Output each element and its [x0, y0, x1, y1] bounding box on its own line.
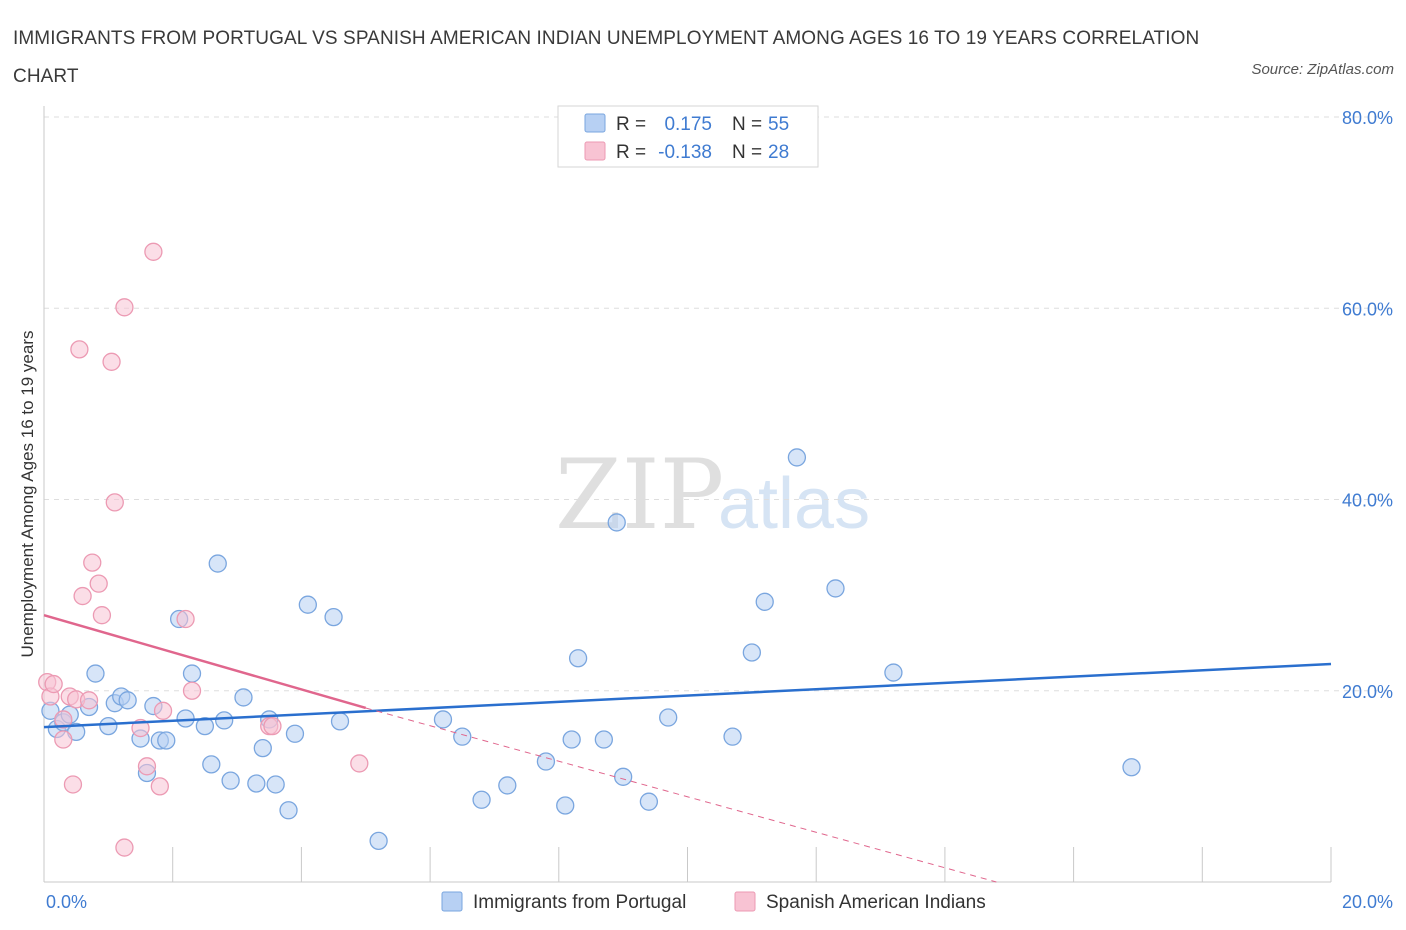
point-spanish-american-indian: [350, 754, 369, 773]
trend-line-portugal: [43, 662, 1332, 729]
point-spanish-american-indian: [73, 586, 92, 606]
point-portugal: [433, 710, 453, 729]
point-portugal: [279, 801, 298, 820]
trend-lines: [43, 614, 1332, 883]
bottom-legend-label-spanish: Spanish American Indians: [766, 892, 986, 913]
series-legend: Immigrants from Portugal Spanish America…: [441, 891, 986, 913]
point-spanish-american-indian: [153, 701, 173, 720]
y-axis-label: Unemployment Among Ages 16 to 19 years: [18, 331, 37, 658]
point-portugal: [285, 724, 305, 743]
x-tick-label-min: 0.0%: [46, 892, 87, 912]
point-portugal: [639, 792, 659, 811]
trend-line-spanish-american-indian: [43, 614, 367, 710]
series-spanish-american-indian-points: [38, 242, 369, 857]
point-portugal: [99, 716, 118, 736]
watermark-zip: ZIP: [555, 439, 724, 551]
point-spanish-american-indian: [92, 606, 112, 625]
point-spanish-american-indian: [54, 730, 73, 749]
x-tick-label-max: 20.0%: [1342, 892, 1393, 912]
point-portugal: [182, 664, 202, 683]
point-spanish-american-indian: [63, 775, 83, 794]
point-spanish-american-indian: [115, 838, 134, 857]
point-portugal: [369, 831, 388, 851]
point-portugal: [157, 731, 176, 750]
point-portugal: [215, 711, 234, 730]
point-spanish-american-indian: [144, 242, 163, 261]
point-portugal: [568, 649, 588, 668]
legend-n-label-1: N =: [732, 114, 762, 135]
point-portugal: [86, 664, 105, 683]
point-portugal: [247, 774, 266, 793]
point-portugal: [562, 730, 581, 749]
watermark-atlas: atlas: [718, 464, 870, 544]
point-portugal: [118, 691, 137, 710]
legend-r-label-2: R =: [616, 142, 646, 163]
point-portugal: [208, 554, 227, 573]
point-spanish-american-indian: [102, 352, 121, 371]
watermark: ZIP atlas: [555, 439, 870, 551]
y-tick-labels: 20.0% 40.0% 60.0% 80.0%: [1342, 108, 1393, 702]
legend-r-value-1: 0.175: [664, 114, 712, 135]
chart-title: IMMIGRANTS FROM PORTUGAL VS SPANISH AMER…: [13, 28, 1200, 87]
bottom-legend-label-portugal: Immigrants from Portugal: [473, 892, 686, 913]
point-portugal: [659, 708, 678, 727]
legend-n-value-1: 55: [768, 114, 789, 135]
point-portugal: [826, 579, 845, 598]
point-spanish-american-indian: [89, 574, 108, 593]
point-spanish-american-indian: [182, 681, 202, 700]
legend-n-label-2: N =: [732, 142, 762, 163]
point-portugal: [453, 727, 472, 746]
point-portugal: [742, 643, 761, 662]
point-portugal: [176, 709, 195, 728]
point-portugal: [498, 776, 517, 795]
point-portugal: [195, 716, 215, 736]
point-portugal: [614, 767, 633, 786]
point-portugal: [787, 448, 807, 467]
point-spanish-american-indian: [176, 609, 195, 629]
point-portugal: [324, 607, 343, 627]
point-portugal: [1122, 758, 1141, 777]
grid-lines: [44, 116, 1392, 692]
point-portugal: [607, 513, 626, 532]
stats-legend: R = 0.175 N = 55 R = -0.138 N = 28: [557, 105, 819, 168]
point-portugal: [755, 592, 774, 611]
point-portugal: [234, 688, 253, 707]
point-spanish-american-indian: [263, 716, 282, 736]
y-tick-label: 80.0%: [1342, 108, 1393, 128]
legend-swatch-pink: [584, 141, 606, 161]
point-spanish-american-indian: [44, 674, 63, 694]
point-portugal: [472, 790, 491, 809]
point-portugal: [556, 796, 575, 815]
point-spanish-american-indian: [115, 298, 134, 317]
point-portugal: [266, 775, 285, 794]
point-portugal: [723, 727, 742, 746]
y-tick-label: 20.0%: [1342, 682, 1393, 702]
point-spanish-american-indian: [70, 340, 89, 359]
point-spanish-american-indian: [79, 691, 99, 710]
point-portugal: [884, 663, 903, 682]
y-tick-label: 60.0%: [1342, 299, 1393, 319]
point-spanish-american-indian: [150, 777, 169, 796]
legend-swatch-blue: [584, 113, 606, 133]
y-tick-label: 40.0%: [1342, 491, 1393, 511]
point-portugal: [202, 755, 221, 774]
point-portugal: [298, 595, 317, 614]
source-label: Source: ZipAtlas.com: [1251, 61, 1394, 78]
point-portugal: [221, 771, 240, 790]
x-axis-ticks: [43, 847, 1332, 882]
point-portugal: [253, 738, 272, 758]
point-portugal: [330, 712, 350, 731]
legend-n-value-2: 28: [768, 142, 789, 163]
bottom-legend-swatch-blue: [441, 891, 463, 912]
legend-r-label-1: R =: [616, 114, 646, 135]
point-portugal: [536, 752, 556, 771]
legend-r-value-2: -0.138: [658, 142, 712, 163]
point-spanish-american-indian: [137, 757, 157, 776]
point-portugal: [594, 730, 613, 749]
bottom-legend-swatch-pink: [734, 891, 756, 912]
point-spanish-american-indian: [83, 553, 102, 572]
point-spanish-american-indian: [54, 710, 73, 729]
point-spanish-american-indian: [105, 493, 124, 512]
